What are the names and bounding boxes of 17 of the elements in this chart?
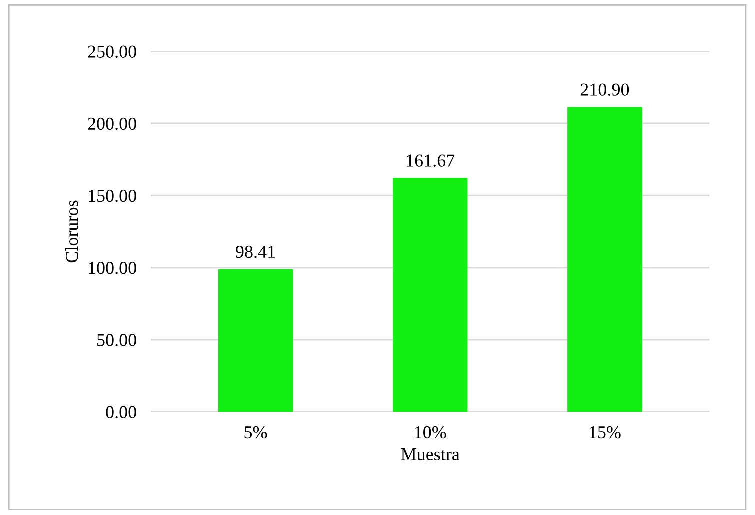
y-tick-label: 50.00 xyxy=(98,334,136,346)
y-tick-label: 150.00 xyxy=(89,190,136,202)
x-tick-label: 10% xyxy=(415,426,446,439)
bar xyxy=(218,269,294,412)
y-tick-label: 100.00 xyxy=(89,262,136,274)
y-tick-label: 0.00 xyxy=(106,406,136,419)
data-label: 98.41 xyxy=(236,246,275,258)
y-tick-label: 250.00 xyxy=(88,46,136,58)
bar xyxy=(392,178,468,412)
data-label: 210.90 xyxy=(580,84,630,96)
x-tick-label: 5% xyxy=(244,426,268,439)
x-tick-label: 15% xyxy=(590,426,621,439)
y-tick-label: 200.00 xyxy=(88,118,136,130)
x-axis-title: Muestra xyxy=(401,448,460,461)
bar xyxy=(568,107,642,412)
data-label: 161.67 xyxy=(407,154,455,167)
y-axis-title: Cloruros xyxy=(66,200,78,263)
